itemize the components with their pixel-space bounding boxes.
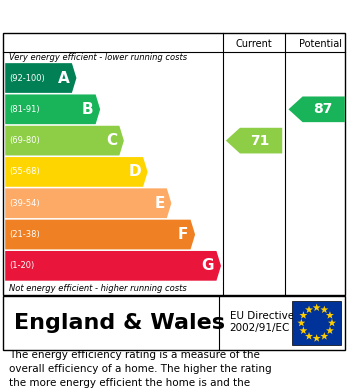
Polygon shape <box>313 303 321 311</box>
Text: (55-68): (55-68) <box>9 167 40 176</box>
Text: Current: Current <box>236 39 272 49</box>
Text: A: A <box>58 70 70 86</box>
Text: (69-80): (69-80) <box>9 136 40 145</box>
Polygon shape <box>328 319 336 326</box>
Text: England & Wales: England & Wales <box>14 313 225 333</box>
Text: Very energy efficient - lower running costs: Very energy efficient - lower running co… <box>9 52 187 61</box>
Polygon shape <box>5 63 77 93</box>
Text: (39-54): (39-54) <box>9 199 40 208</box>
Text: Not energy efficient - higher running costs: Not energy efficient - higher running co… <box>9 283 187 292</box>
Text: E: E <box>154 196 165 211</box>
Polygon shape <box>299 311 307 319</box>
Text: Potential: Potential <box>299 39 342 49</box>
Text: D: D <box>128 165 141 179</box>
Text: (1-20): (1-20) <box>9 261 35 270</box>
Polygon shape <box>298 319 305 326</box>
Polygon shape <box>305 305 313 313</box>
Text: F: F <box>178 227 188 242</box>
Polygon shape <box>5 220 195 249</box>
Text: The energy efficiency rating is a measure of the
overall efficiency of a home. T: The energy efficiency rating is a measur… <box>9 350 271 391</box>
Text: C: C <box>106 133 117 148</box>
Text: (81-91): (81-91) <box>9 105 40 114</box>
Text: (21-38): (21-38) <box>9 230 40 239</box>
Polygon shape <box>5 188 171 218</box>
Text: 87: 87 <box>313 102 332 116</box>
Text: G: G <box>202 258 214 273</box>
Polygon shape <box>326 326 334 334</box>
Polygon shape <box>321 332 328 340</box>
Polygon shape <box>326 311 334 319</box>
Polygon shape <box>288 97 345 122</box>
Text: B: B <box>82 102 93 117</box>
Polygon shape <box>5 95 100 124</box>
Text: EU Directive
2002/91/EC: EU Directive 2002/91/EC <box>230 311 294 333</box>
Polygon shape <box>321 305 328 313</box>
Polygon shape <box>5 157 148 187</box>
Polygon shape <box>5 251 221 281</box>
Polygon shape <box>5 126 124 156</box>
Bar <box>292 301 341 345</box>
Polygon shape <box>226 128 282 153</box>
Text: Energy Efficiency Rating: Energy Efficiency Rating <box>9 7 238 25</box>
Polygon shape <box>313 334 321 342</box>
Text: (92-100): (92-100) <box>9 74 45 83</box>
Polygon shape <box>299 326 307 334</box>
Text: 71: 71 <box>250 134 269 148</box>
Polygon shape <box>305 332 313 340</box>
